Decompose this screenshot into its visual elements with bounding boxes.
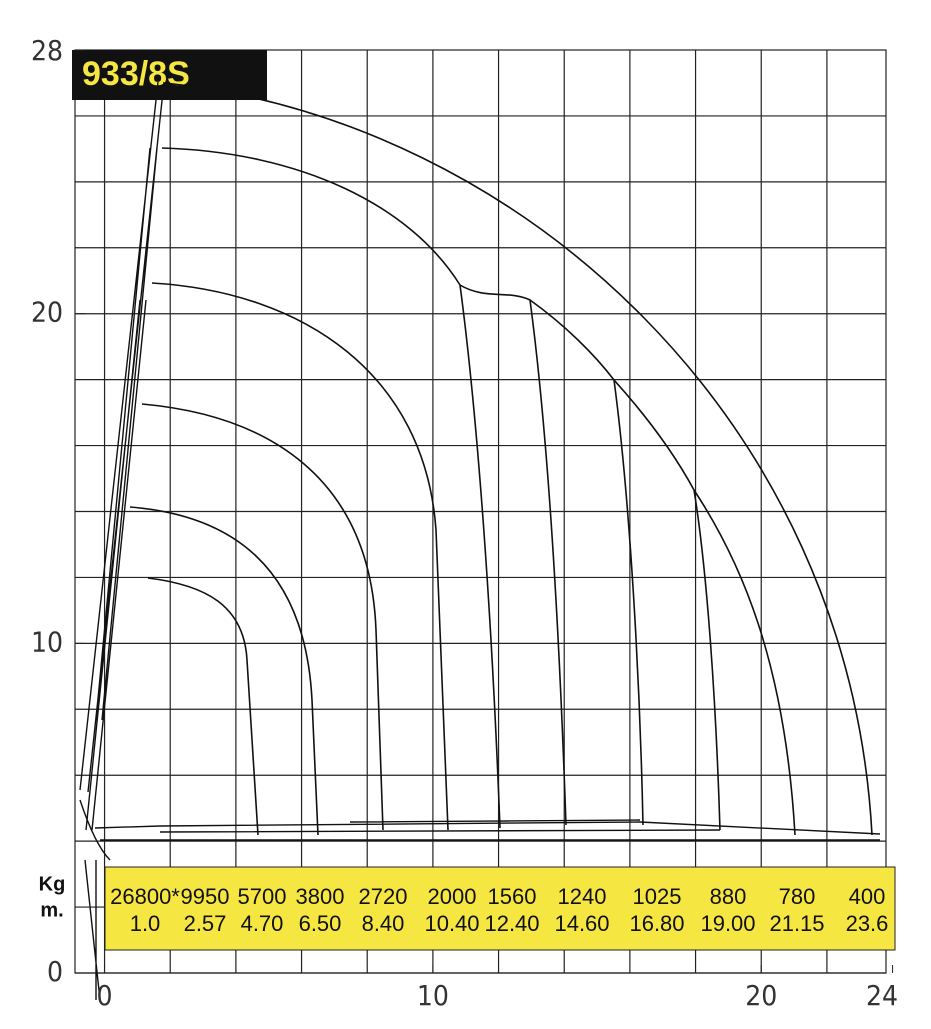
load-value: 2720 [359,884,408,909]
x-tick-label: 24 [866,979,898,1012]
curves [129,82,873,836]
table-box [104,866,896,951]
y-tick-label: 20 [31,296,63,329]
radius-value: 6.50 [299,911,342,936]
envelope-curve [164,82,873,836]
load-value: 5700 [238,884,287,909]
load-value: 9950 [181,884,230,909]
load-value: 3800 [296,884,345,909]
row-label: Kg [39,873,66,895]
title-box [72,50,267,100]
chart-title: 933/8S [82,55,190,93]
load-value: 1560 [488,884,537,909]
radius-value: 12.40 [484,911,539,936]
x-tick-label: 20 [745,979,777,1012]
radius-value: 2.57 [184,911,227,936]
load-value: 1240 [558,884,607,909]
row-label: m. [40,899,63,921]
envelope-curve [141,403,384,831]
envelope-curve [147,577,259,836]
x-tick-label: 0 [97,979,113,1012]
load-value: 2000 [428,884,477,909]
load-value: 1025 [633,884,682,909]
envelope-curve [129,506,319,836]
radius-value: 21.15 [769,911,824,936]
y-tick-label: 28 [31,34,63,67]
envelope-curve [151,282,449,831]
envelope-curve [459,284,567,826]
load-value: 26800* [110,884,180,909]
radius-value: 10.40 [424,911,479,936]
x-tick-label: 10 [417,979,449,1012]
radius-value: 8.40 [362,911,405,936]
envelope-curve [693,489,796,836]
radius-value: 14.60 [554,911,609,936]
envelope-curve [529,299,644,826]
load-value: 780 [779,884,816,909]
y-tick-label: 10 [31,625,63,658]
envelope-curve [613,379,721,831]
radius-value: 16.80 [629,911,684,936]
crane-boom [79,81,881,1001]
plot-frame [74,49,887,974]
radius-value: 19.00 [700,911,755,936]
load-value: 400 [849,884,886,909]
y-tick-label: 0 [47,955,63,988]
load-value: 880 [710,884,747,909]
radius-value: 23.6 [846,911,889,936]
radius-value: 4.70 [241,911,284,936]
envelope-curve [161,147,501,829]
radius-value: 1.0 [130,911,161,936]
